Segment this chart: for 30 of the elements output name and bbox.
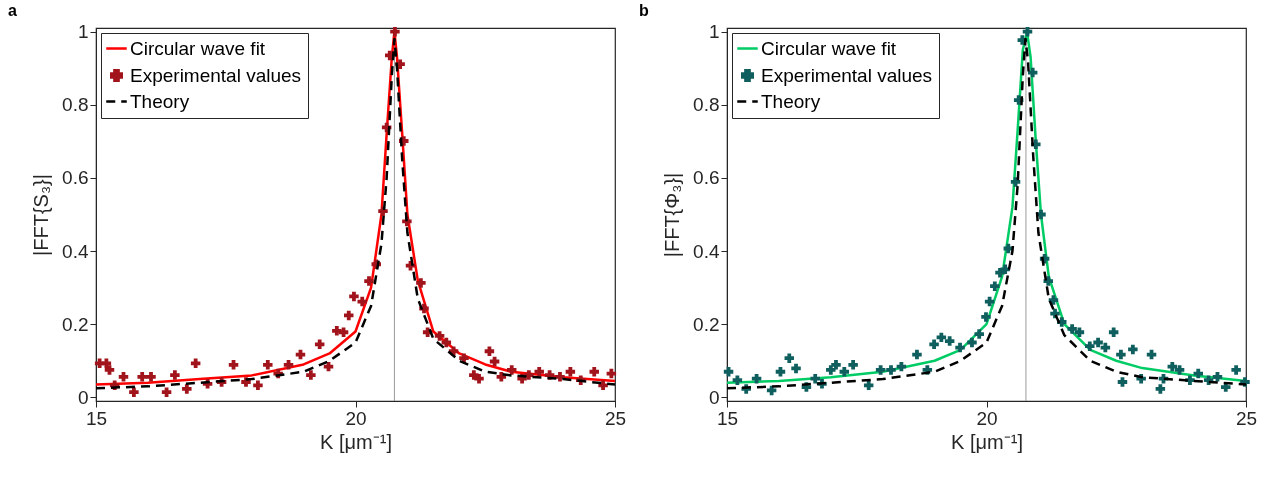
x-tick-label: 25 <box>1235 407 1258 429</box>
y-tick-label: 0.6 <box>693 167 720 189</box>
y-axis-title: |FFT{Φ₃}| <box>661 172 684 258</box>
y-tick-label: 0 <box>77 386 89 408</box>
y-tick-label: 0.6 <box>62 167 89 189</box>
x-tick-label: 15 <box>85 407 108 429</box>
y-tick-label: 0.4 <box>693 240 720 262</box>
y-tick-label: 0.2 <box>693 313 720 335</box>
x-tick-label: 15 <box>716 407 739 429</box>
y-tick-label: 0.8 <box>693 94 720 116</box>
y-tick-label: 0.8 <box>62 94 89 116</box>
x-tick-label: 20 <box>976 407 998 429</box>
x-axis-title: K [μm⁻¹] <box>320 430 392 453</box>
x-tick-label: 20 <box>345 407 367 429</box>
y-tick-label: 0 <box>708 386 720 408</box>
y-tick-label: 0.4 <box>62 240 89 262</box>
legend-label: Experimental values <box>761 64 933 86</box>
legend-label: Theory <box>761 90 821 112</box>
chart-title: a <box>8 1 17 19</box>
x-tick-label: 25 <box>604 407 627 429</box>
legend-label: Theory <box>130 90 190 112</box>
y-axis-title: |FFT{S₃}| <box>30 174 53 256</box>
legend-label: Circular wave fit <box>130 37 266 59</box>
y-tick-label: 0.2 <box>62 313 89 335</box>
legend-label: Experimental values <box>130 64 302 86</box>
y-tick-label: 1 <box>708 21 720 43</box>
legend-label: Circular wave fit <box>761 37 897 59</box>
y-tick-label: 1 <box>77 21 89 43</box>
chart-title: b <box>639 1 649 19</box>
x-axis-title: K [μm⁻¹] <box>951 430 1023 453</box>
